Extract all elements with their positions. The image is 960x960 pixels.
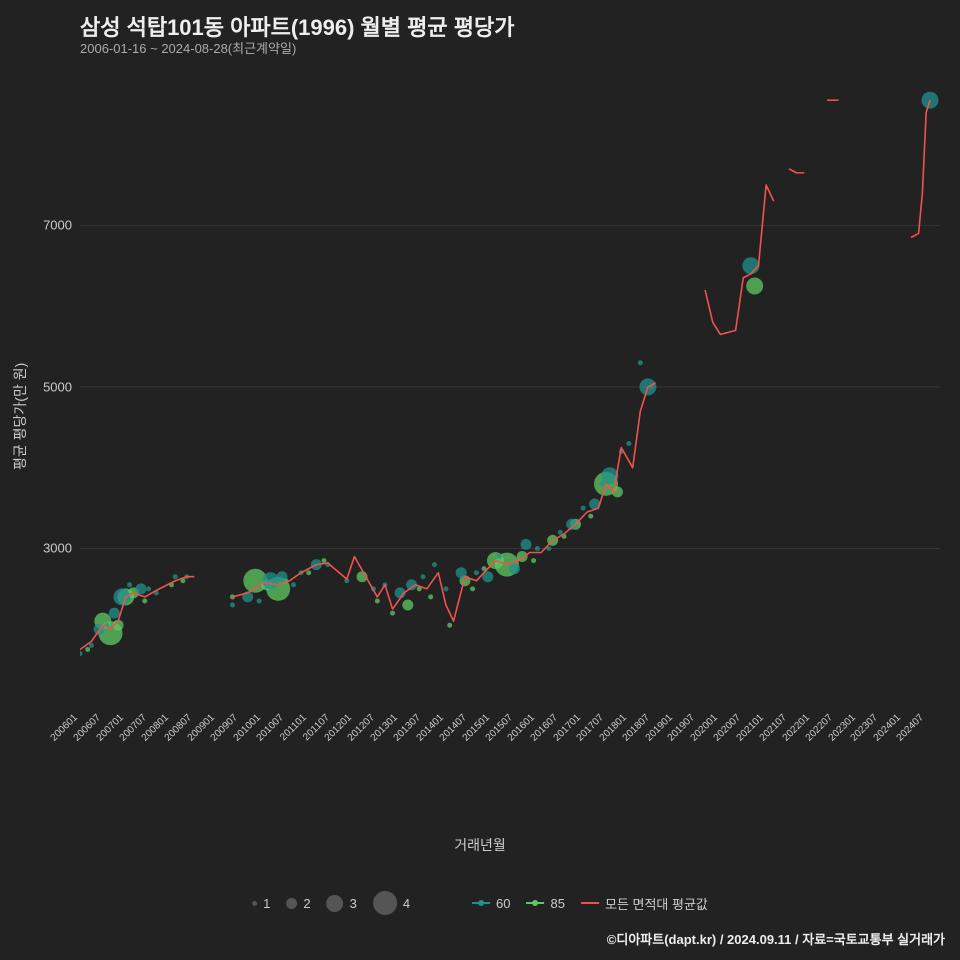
- y-axis-label: 평균 평당가(만 원): [10, 363, 30, 470]
- legend-size-2: 2: [286, 896, 310, 911]
- chart-footer: ©디아파트(dapt.kr) / 2024.09.11 / 자료=국토교통부 실…: [607, 929, 945, 948]
- chart-subtitle: 2006-01-16 ~ 2024-08-28(최근계약일): [80, 38, 296, 57]
- legend-series-85: 85: [527, 896, 565, 911]
- y-tick-label: 7000: [43, 218, 80, 233]
- chart-svg: [80, 60, 940, 780]
- legend-size-4: 4: [373, 891, 410, 915]
- y-tick-label: 3000: [43, 541, 80, 556]
- chart-plot-area: 3000500070002006012006072007012007072008…: [80, 60, 940, 780]
- legend-size-3: 3: [327, 895, 357, 912]
- legend-series-60: 60: [472, 896, 510, 911]
- legend-series-line: 모든 면적대 평균값: [581, 894, 708, 913]
- chart-legend: 1 2 3 4 60 85 모든 면적대 평균값: [252, 891, 708, 915]
- y-tick-label: 5000: [43, 379, 80, 394]
- x-axis-label: 거래년월: [454, 835, 506, 855]
- legend-size-1: 1: [252, 896, 270, 911]
